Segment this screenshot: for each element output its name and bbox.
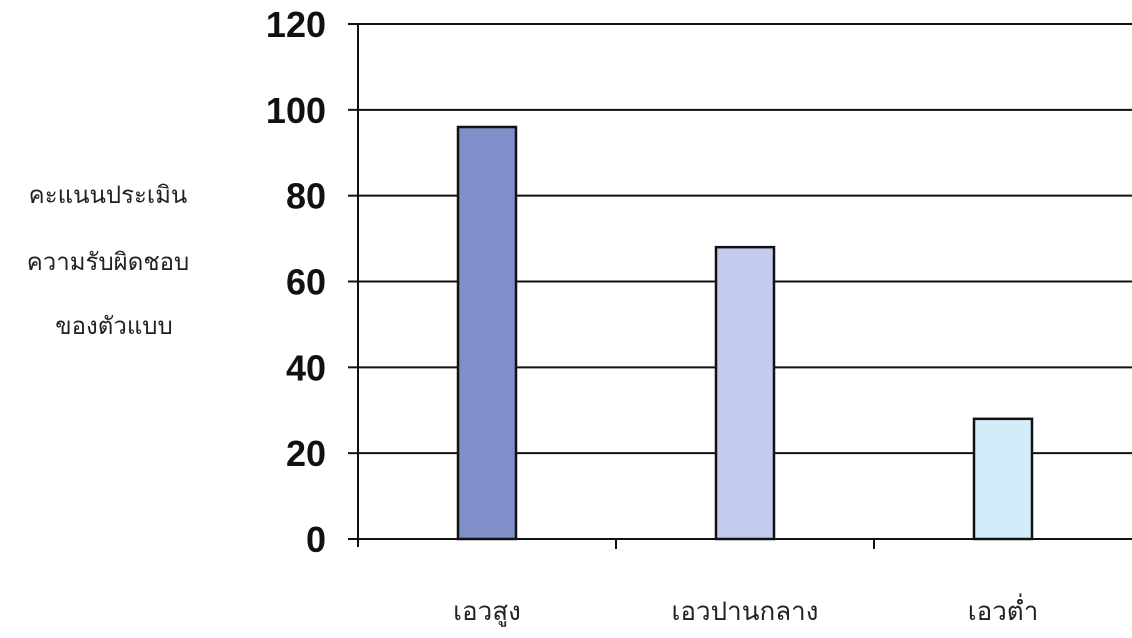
y-tick-label-60: 60 [286, 262, 326, 303]
y-tick-label-40: 40 [286, 347, 326, 388]
bar-0 [456, 125, 518, 541]
y-tick-label-20: 20 [286, 433, 326, 474]
y-axis-title: คะแนนประเมิน ความรับผิดชอบ ของตัวแบบ [27, 181, 190, 340]
bars [456, 125, 1034, 541]
y-tick-labels: 0 20 40 60 80 100 120 [266, 4, 326, 560]
y-tick-label-120: 120 [266, 4, 326, 45]
y-tick-label-80: 80 [286, 176, 326, 217]
bar-1 [714, 245, 776, 541]
x-tick-label-1: เอวปานกลาง [672, 597, 819, 627]
y-axis-title-line-2: ความรับผิดชอบ [27, 248, 190, 276]
y-tick-label-0: 0 [306, 519, 326, 560]
x-tick-labels: เอวสูง เอวปานกลาง เอวต่ำ [453, 593, 1038, 627]
bar-2 [972, 417, 1034, 541]
x-tick-label-2: เอวต่ำ [968, 593, 1039, 627]
axes [348, 23, 1132, 549]
y-axis-title-line-1: คะแนนประเมิน [29, 181, 188, 209]
y-axis-title-line-3: ของตัวแบบ [55, 312, 173, 340]
y-tick-label-100: 100 [266, 90, 326, 131]
x-tick-label-0: เอวสูง [453, 597, 521, 627]
